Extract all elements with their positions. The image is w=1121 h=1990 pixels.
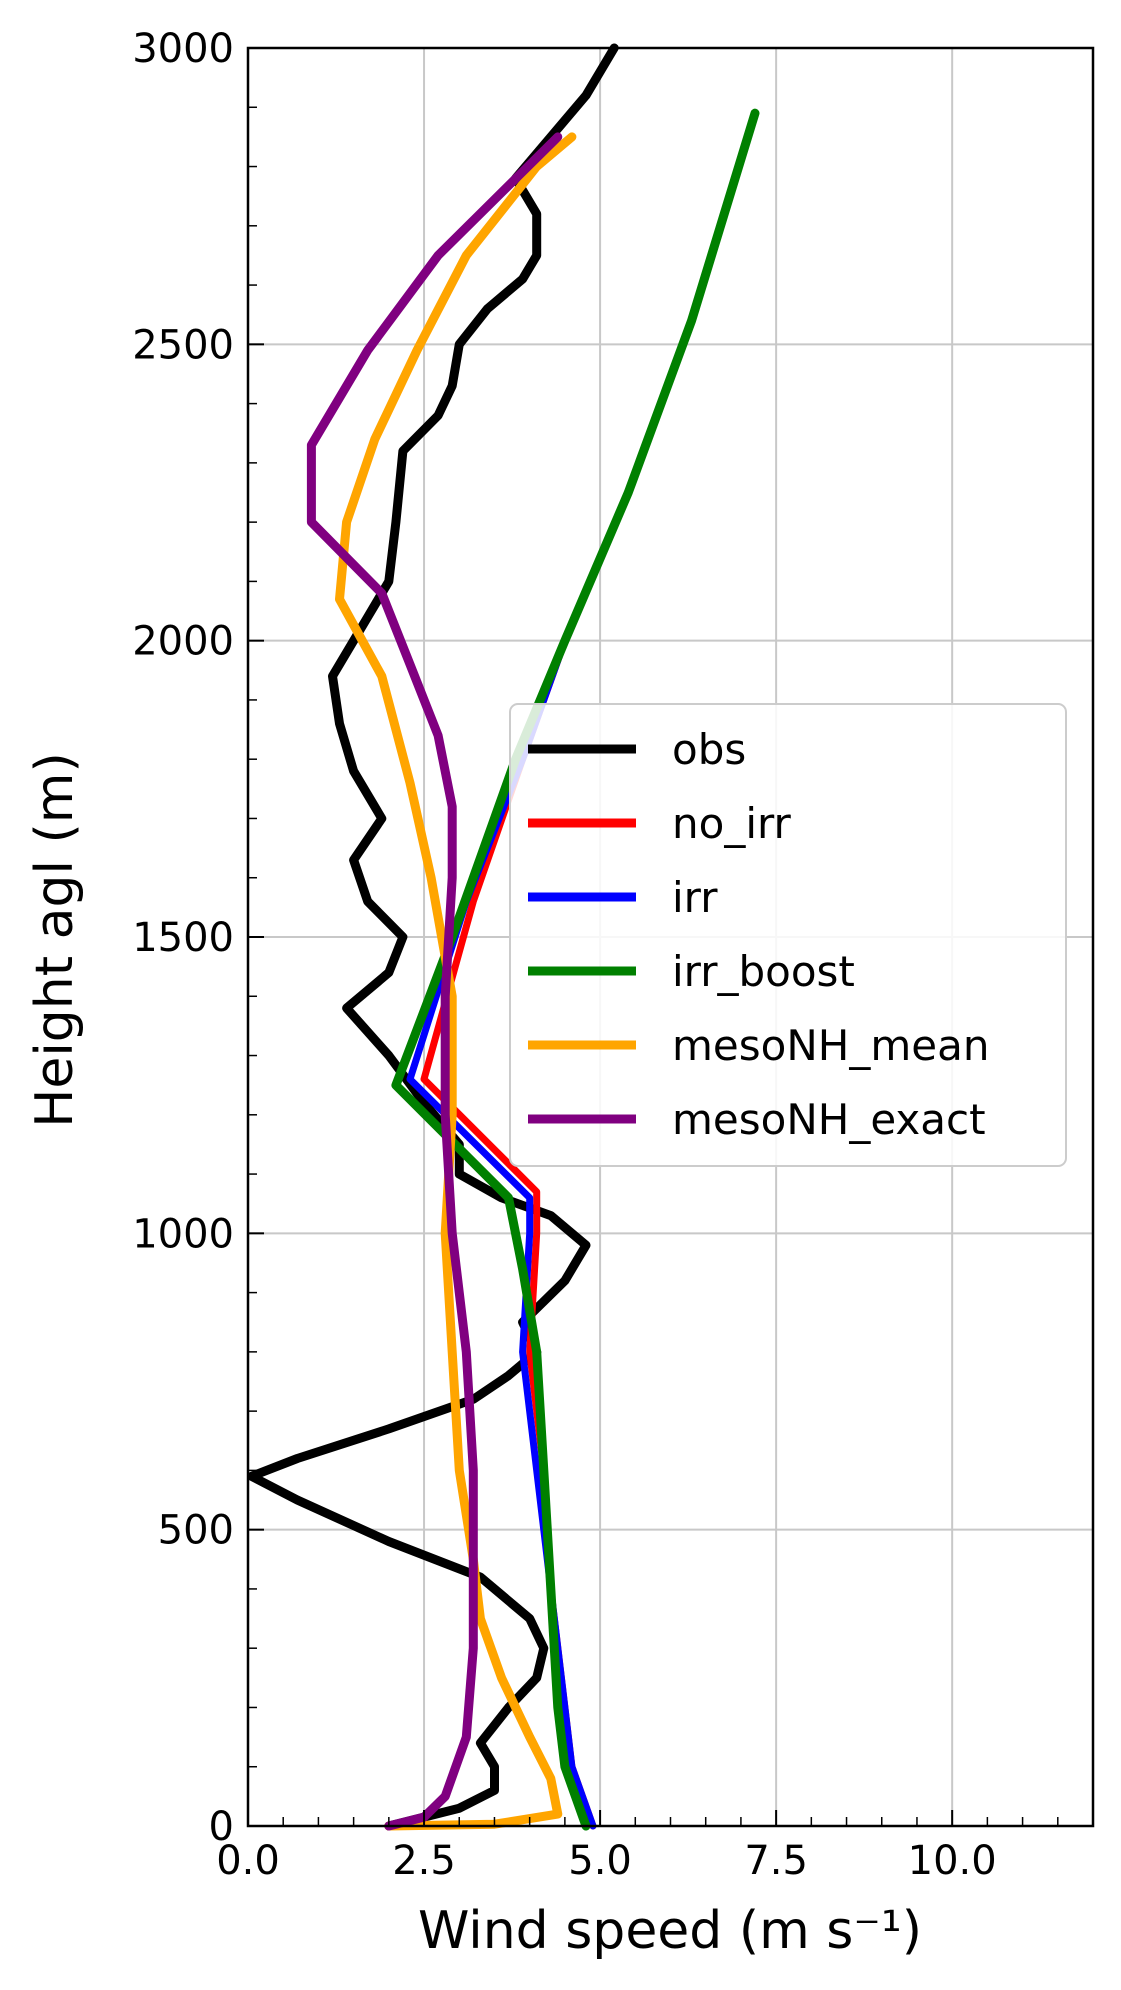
series-line-mesoNH-exact [306, 132, 563, 1831]
y-tick-label: 500 [158, 1508, 234, 1554]
series-line-mesoNH-mean [335, 132, 577, 1831]
y-tick-label: 1500 [132, 915, 234, 961]
series-line-irr-boost [391, 108, 760, 1831]
x-axis-label: Wind speed (m s⁻¹) [418, 1901, 922, 1961]
y-axis-label: Height agl (m) [25, 752, 85, 1128]
series-lines [247, 43, 760, 1831]
ticks: 0.0 2.5 5.0 7.5 10.0 0 500 1000 1500 2000 2500 3000 [132, 26, 1059, 1884]
x-tick-label: 0.0 [216, 1838, 280, 1884]
legend-label-irr-boost: irr_boost [672, 947, 855, 996]
x-tick-label: 10.0 [908, 1838, 997, 1884]
x-tick-label: 7.5 [744, 1838, 808, 1884]
legend-label-mesoNH-mean: mesoNH_mean [672, 1021, 989, 1070]
y-tick-label: 1000 [132, 1211, 234, 1257]
y-tick-label: 2000 [132, 619, 234, 665]
legend-box [509, 703, 1067, 1167]
series-line-obs [247, 43, 619, 1831]
x-tick-label: 2.5 [392, 1838, 456, 1884]
x-tick-label: 5.0 [568, 1838, 632, 1884]
y-tick-label: 2500 [132, 322, 234, 368]
legend-label-no-irr: no_irr [672, 799, 792, 848]
legend-label-irr: irr [672, 873, 718, 922]
legend-label-obs: obs [672, 725, 746, 774]
legend-label-mesoNH-exact: mesoNH_exact [672, 1095, 986, 1144]
y-tick-label: 3000 [132, 26, 234, 72]
y-tick-label: 0 [209, 1804, 234, 1850]
